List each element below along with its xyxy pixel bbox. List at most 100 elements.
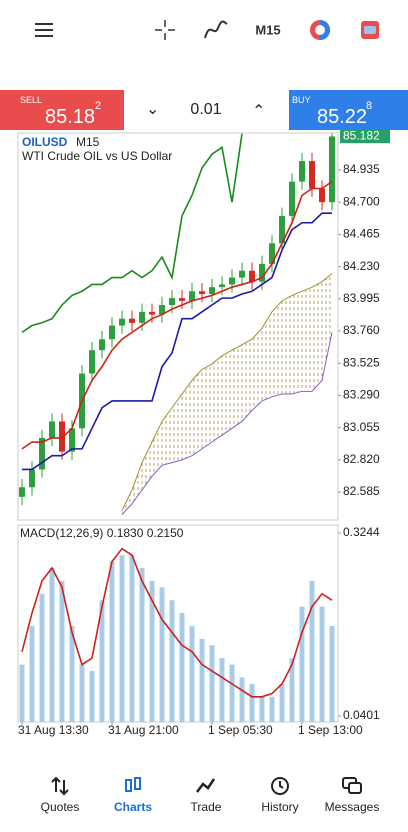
candle-body [19,487,25,497]
candle-body [309,161,315,189]
x-tick-label: 1 Sep 05:30 [208,723,273,737]
indicator-line [21,133,243,334]
decrease-volume[interactable]: ⌄ [146,101,160,118]
y-tick-label: 84.465 [343,227,380,241]
nav-item[interactable]: Quotes [20,770,100,814]
candle-body [159,304,165,315]
y-tick-label: 0.0401 [343,708,380,722]
indicators-button[interactable] [204,20,228,39]
macd-bar [29,625,35,722]
nav-icon [342,777,362,794]
macd-bar [299,606,305,722]
y-tick-label: 84.230 [343,259,380,273]
macd-bar [179,613,185,722]
buy-price-value: 85.22 [317,106,368,128]
nav-item[interactable]: Trade [166,770,246,814]
nav-label: Trade [190,800,222,814]
y-tick-label: 84.935 [343,162,380,176]
candle-body [169,298,175,305]
macd-title: MACD(12,26,9) 0.1830 0.2150 [20,526,184,540]
sell-button[interactable]: SELL 85.18 2 [0,90,124,130]
macd-bar [59,580,65,722]
nav-icon [271,777,289,795]
candle-body [89,350,95,374]
chart: OILUSD M15 WTI Crude OIL vs US Dollar MA… [17,128,390,737]
candle-body [269,243,275,264]
nav-icon [125,777,141,792]
y-tick-label: 83.995 [343,291,380,305]
bottom-nav: Quotes Charts Trade History Messages [0,770,408,832]
last-price-box [340,129,390,144]
nav-label: History [261,800,299,814]
sell-pip: 2 [95,100,102,112]
y-tick-label: 82.585 [343,484,380,498]
candle-body [179,298,185,301]
macd-bar [329,625,335,722]
macd-bar [119,555,125,722]
candle-body [249,270,255,282]
nav-label: Charts [113,800,152,814]
indicator-line [22,212,332,471]
candle-body [69,428,75,452]
candle-body [139,311,145,323]
macd-bar [89,671,95,722]
candle-body [299,161,305,182]
candle-body [129,318,135,323]
trade-button[interactable] [361,21,379,39]
macd-bar [319,606,325,722]
nav-item[interactable]: History [240,770,320,814]
y-tick-label: 0.3244 [343,525,380,539]
last-price-label: 85.182 [343,128,380,142]
candle-body [209,287,215,295]
nav-icon [51,776,69,796]
x-tick-label: 1 Sep 13:00 [298,723,363,737]
indicator-line [21,180,333,450]
candle-body [319,188,325,203]
y-tick-label: 83.525 [343,355,380,369]
menu-button[interactable] [35,23,53,37]
macd-bar [99,600,105,722]
candle-body [229,277,235,285]
y-tick-label: 83.760 [343,323,380,337]
macd-bar [49,568,55,722]
candle-body [99,339,105,351]
buy-price: 85.22 [317,106,367,129]
macd-bar [209,645,215,722]
candle-body [149,311,155,315]
macd-bar [269,696,275,722]
macd-bar [129,555,135,722]
nav-label: Messages [324,800,380,814]
candle-body [189,291,195,301]
macd-bar [109,561,115,722]
candle-body [29,469,35,488]
one-click-button[interactable] [310,20,330,40]
candle-body [329,136,335,203]
crosshair-button[interactable] [155,20,175,40]
volume[interactable]: 0.01 [190,101,222,118]
macd-bar [239,677,245,722]
symbol: OILUSD [22,135,68,149]
macd-bar [249,683,255,722]
y-tick-label: 82.820 [343,452,380,466]
nav-item[interactable]: Messages [312,770,392,814]
macd-bar [199,638,205,722]
macd-bar [289,658,295,722]
nav-item[interactable]: Charts [93,770,173,814]
trade-bar: SELL 85.18 2 ⌄ 0.01 ⌃ BUY 85.22 8 [0,90,408,130]
signal-line [21,547,333,698]
cloud-upper [121,273,333,511]
increase-volume[interactable]: ⌃ [252,103,266,120]
description: WTI Crude OIL vs US Dollar [22,149,172,163]
buy-button[interactable]: BUY 85.22 8 [289,90,408,130]
macd-bar [189,625,195,722]
macd-bar [309,580,315,722]
y-tick-label: 84.700 [343,194,380,208]
candle-body [199,291,205,295]
timeframe-button[interactable]: M15 [255,22,280,37]
candle-body [49,421,55,438]
macd-bar [219,658,225,722]
macd-bar [19,664,25,722]
buy-pip: 8 [366,100,373,112]
macd-frame [17,524,339,723]
